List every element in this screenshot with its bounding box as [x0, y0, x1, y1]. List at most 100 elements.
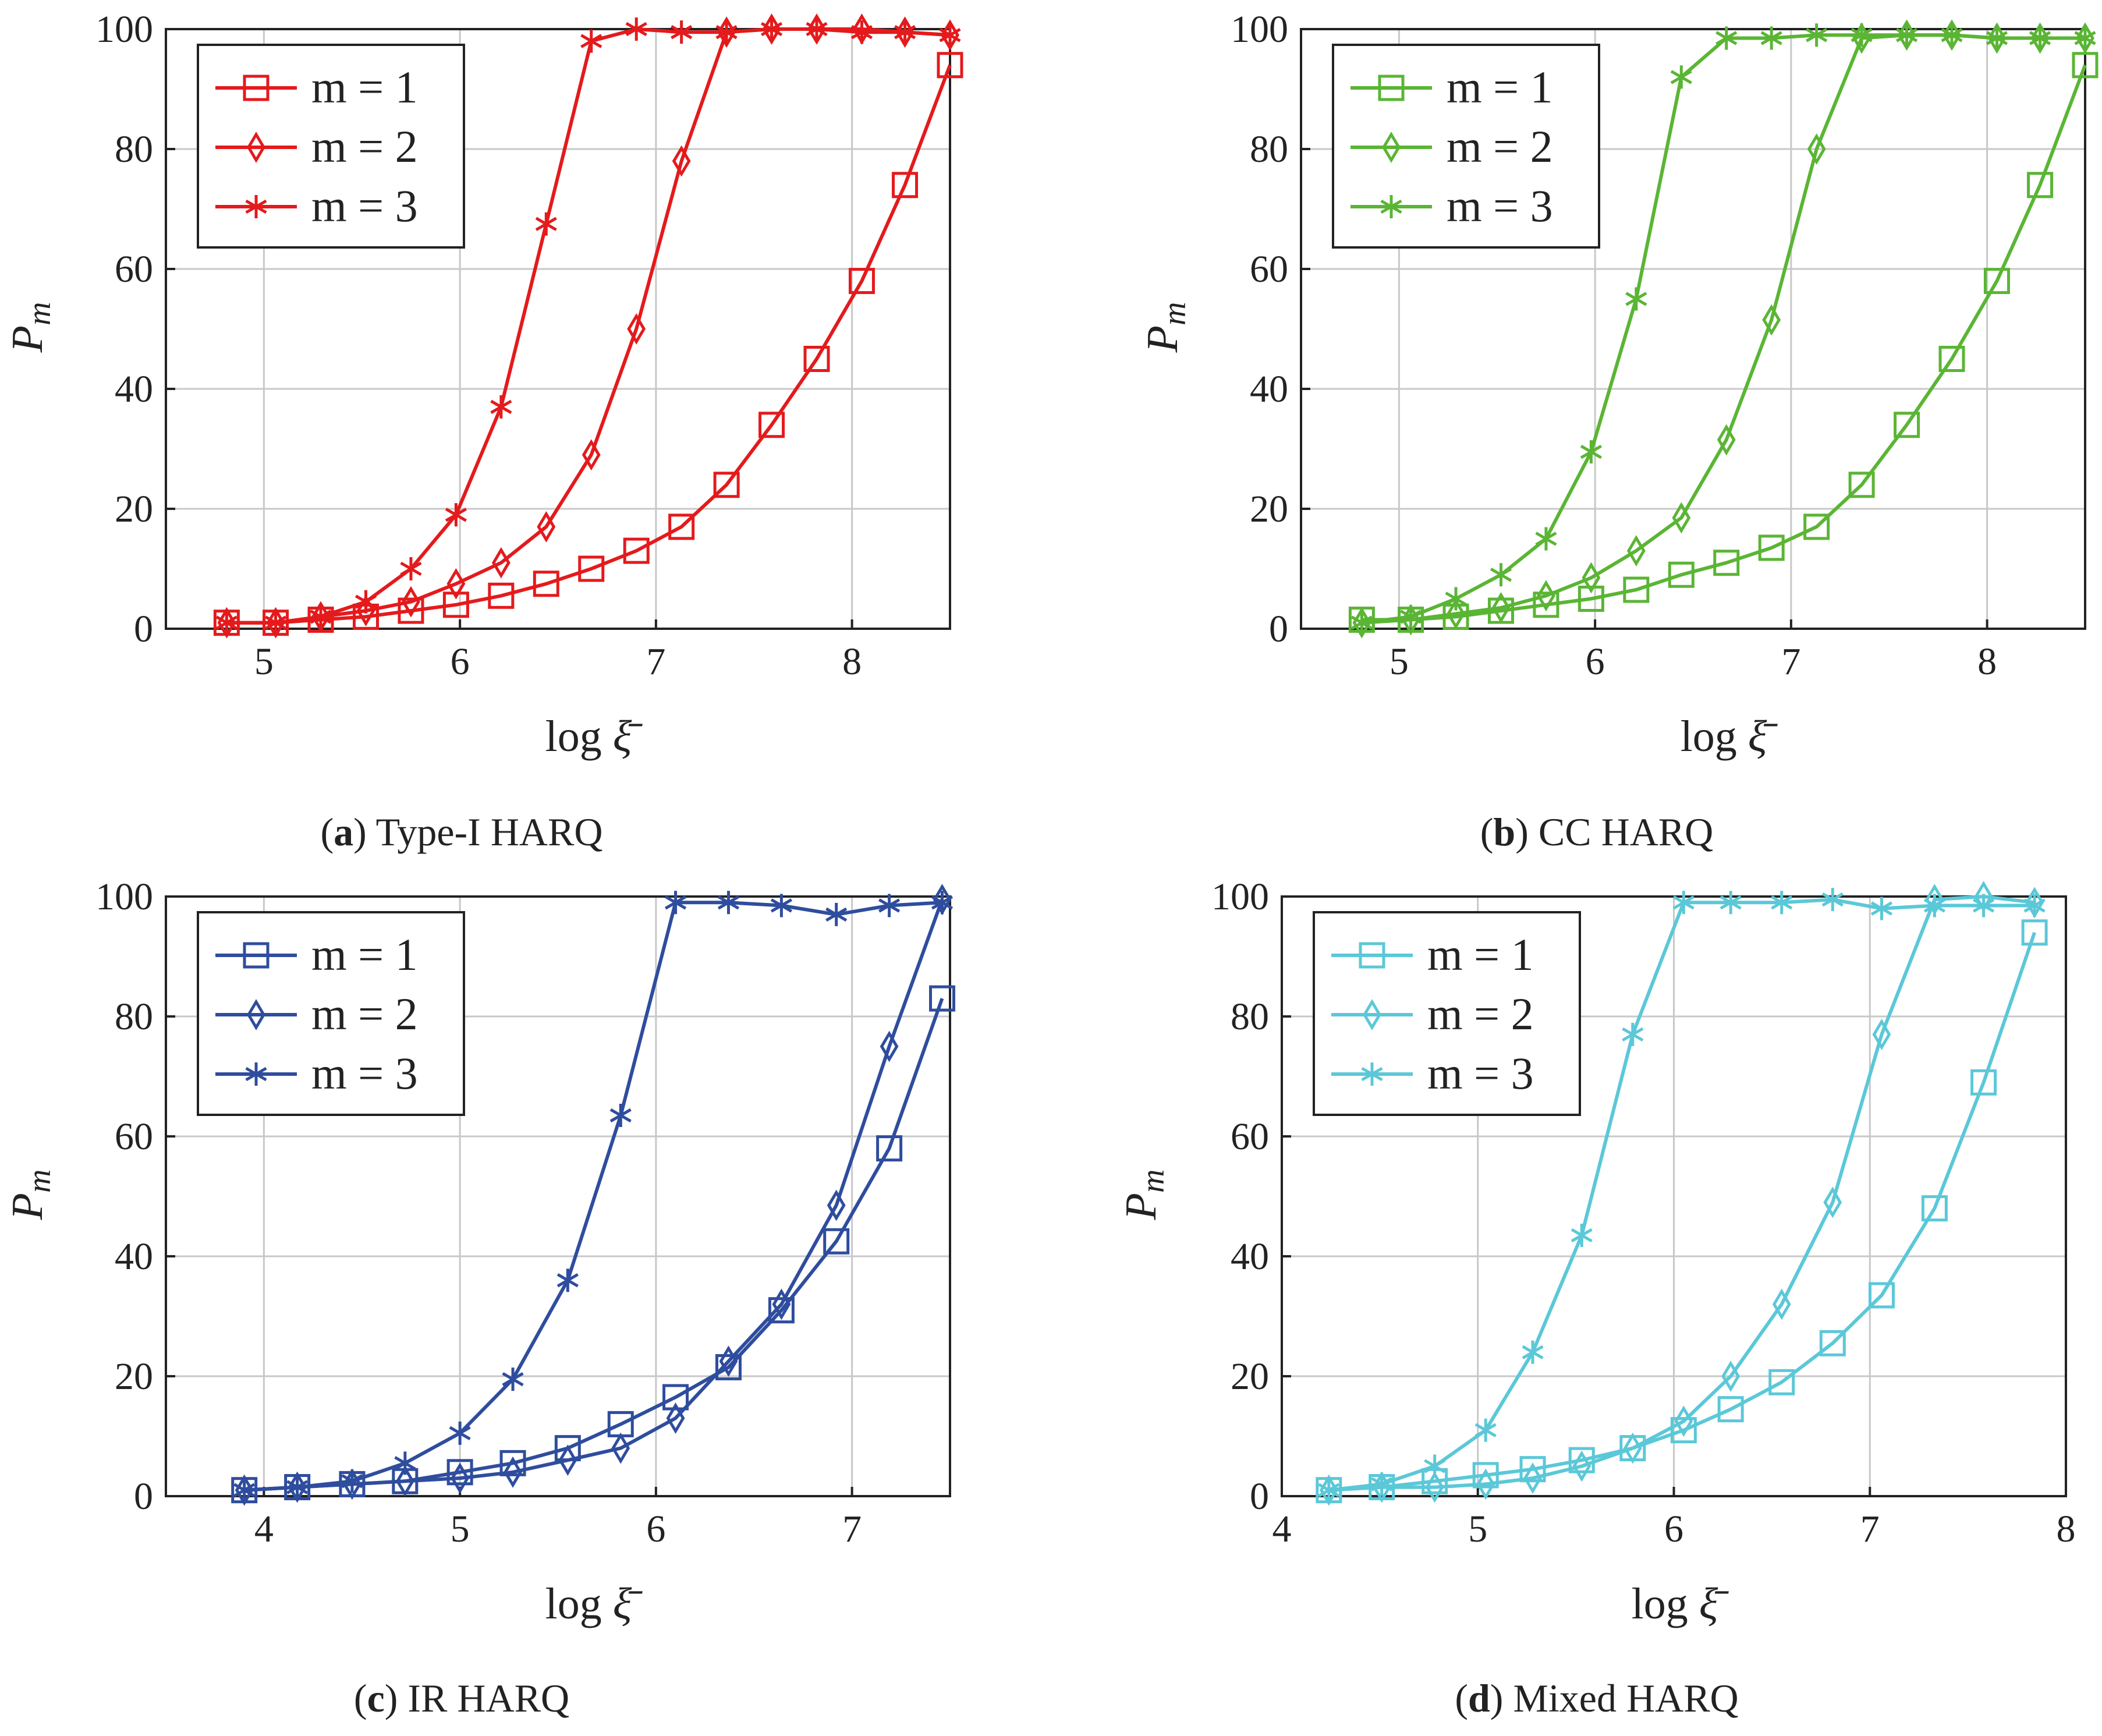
data-point-a-m1 [578, 555, 605, 582]
y-tick-label-a: 40 [115, 368, 153, 410]
data-point-a-m3 [625, 17, 647, 41]
data-point-b-m3 [1941, 23, 1963, 47]
data-point-c-m3 [825, 902, 848, 926]
data-point-d-m3 [1424, 1454, 1446, 1478]
data-point-b-m2 [1807, 133, 1826, 165]
y-tick-label-c: 100 [95, 876, 153, 918]
data-point-b-m3 [1580, 440, 1602, 464]
legend-marker-c-m2 [247, 999, 265, 1030]
data-point-a-m3 [400, 557, 422, 580]
data-point-c-m2 [611, 1432, 630, 1464]
data-point-a-m1 [848, 268, 875, 295]
data-point-a-m3 [580, 29, 602, 53]
legend-marker-b-m3 [1380, 195, 1402, 218]
data-point-a-m1 [937, 52, 963, 79]
data-point-b-m1 [1938, 346, 1965, 372]
x-axis-label-a: log ξ̄ [545, 712, 643, 761]
data-point-d-m3 [1571, 1223, 1593, 1247]
y-tick-label-b: 60 [1250, 248, 1288, 290]
data-point-d-m1 [1670, 1417, 1697, 1444]
data-point-d-m1 [1819, 1330, 1846, 1356]
y-tick-label-b: 40 [1250, 368, 1288, 410]
legend-marker-b-m1 [1378, 75, 1405, 101]
y-tick-label-a: 20 [115, 488, 153, 530]
data-point-c-m3 [664, 891, 687, 915]
plot-area-c: 4 5 6 7 0 20 40 60 80 100 [95, 876, 956, 1550]
data-point-c-m1 [499, 1450, 526, 1476]
y-tick-label-c: 40 [115, 1235, 153, 1278]
data-point-c-m2 [558, 1444, 577, 1476]
legend-marker-d-m2 [1363, 999, 1381, 1030]
data-point-a-m3 [671, 20, 693, 44]
data-point-c-m3 [449, 1421, 471, 1445]
y-axis-label-d: Pm [1116, 1170, 1171, 1221]
data-point-c-m2 [827, 1189, 846, 1221]
data-point-a-m3 [310, 605, 332, 629]
data-point-c-m3 [717, 891, 740, 915]
legend-marker-a-m2 [247, 132, 265, 163]
y-tick-label-d: 80 [1231, 995, 1269, 1038]
data-point-a-m1 [442, 591, 469, 618]
data-point-b-m1 [1894, 412, 1920, 438]
x-tick-label-a: 7 [646, 640, 665, 683]
x-tick-label-c: 7 [842, 1508, 862, 1550]
data-point-b-m1 [2027, 172, 2054, 199]
x-tick-label-b: 5 [1389, 640, 1409, 683]
data-point-b-m1 [1803, 513, 1830, 540]
y-tick-label-c: 0 [134, 1475, 153, 1518]
legend-label-b-2: m = 2 [1447, 121, 1553, 172]
data-point-c-m3 [878, 894, 901, 917]
data-point-c-m1 [446, 1459, 473, 1486]
data-point-d-m3 [1870, 897, 1893, 920]
data-point-b-m2 [1447, 598, 1465, 630]
series-line-d-m1 [1328, 931, 2036, 1492]
y-tick-label-b: 20 [1250, 488, 1288, 530]
data-point-a-m3 [490, 395, 512, 419]
legend-marker-a-m1 [243, 75, 270, 101]
data-point-d-m1 [1717, 1396, 1744, 1423]
x-tick-label-d: 6 [1664, 1508, 1683, 1550]
data-point-c-m2 [395, 1465, 414, 1497]
series-line-b-m1 [1362, 64, 2087, 622]
data-point-b-m1 [1758, 534, 1785, 561]
y-tick-label-d: 0 [1250, 1475, 1269, 1518]
data-point-b-m3 [1715, 26, 1738, 50]
x-axis-label-c: log ξ̄ [545, 1579, 643, 1628]
legend-label-b-1: m = 1 [1447, 62, 1553, 112]
data-point-d-m1 [1519, 1456, 1546, 1483]
x-tick-label-c: 4 [254, 1508, 274, 1550]
y-tick-label-d: 60 [1231, 1115, 1269, 1158]
x-tick-label-b: 8 [1977, 640, 1997, 683]
data-point-a-m2 [582, 439, 601, 471]
y-tick-label-c: 20 [115, 1355, 153, 1398]
data-point-b-m1 [1578, 586, 1604, 612]
data-point-a-m1 [398, 597, 424, 624]
data-point-a-m2 [356, 595, 375, 627]
y-tick-label-c: 80 [115, 995, 153, 1038]
y-tick-label-a: 100 [95, 8, 153, 51]
y-tick-label-b: 0 [1269, 608, 1288, 650]
data-point-d-m3 [1318, 1478, 1340, 1502]
data-point-c-m2 [772, 1288, 791, 1320]
data-point-b-m3 [2074, 26, 2096, 50]
data-point-a-m1 [713, 472, 740, 498]
caption-a: (a) Type-I HARQ [320, 810, 602, 854]
plot-frame-c [165, 895, 951, 1497]
y-tick-label-a: 60 [115, 248, 153, 290]
x-tick-label-a: 8 [842, 640, 862, 683]
x-tick-label-a: 6 [451, 640, 470, 683]
data-point-c-m3 [770, 894, 792, 917]
data-point-a-m3 [939, 23, 961, 47]
y-axis-label-c: Pm [3, 1170, 58, 1221]
data-point-c-m3 [556, 1269, 579, 1292]
legend-label-c-2: m = 2 [311, 989, 418, 1039]
data-point-c-m3 [394, 1451, 416, 1475]
legend-marker-b-m2 [1382, 132, 1401, 163]
data-point-a-m3 [215, 611, 238, 635]
data-point-a-m1 [488, 582, 515, 609]
data-point-d-m3 [2023, 894, 2046, 917]
x-tick-label-b: 7 [1781, 640, 1800, 683]
caption-d: (d) Mixed HARQ [1455, 1676, 1738, 1720]
